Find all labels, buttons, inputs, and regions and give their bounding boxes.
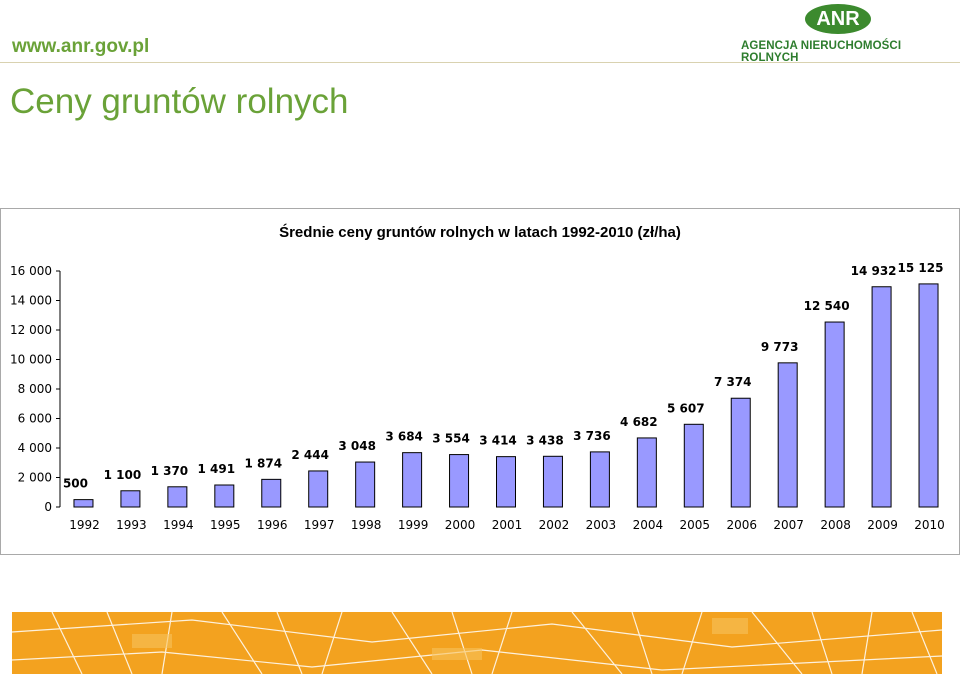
x-tick-label: 1992 [69, 518, 100, 532]
y-tick-label: 0 [44, 500, 52, 514]
x-tick-label: 2007 [773, 518, 804, 532]
x-tick-label: 2008 [820, 518, 851, 532]
bar [683, 423, 704, 508]
bar [261, 478, 282, 508]
x-tick-label: 2003 [586, 518, 617, 532]
chart-title: Średnie ceny gruntów rolnych w latach 19… [279, 224, 681, 241]
y-tick-label: 2 000 [18, 471, 52, 485]
data-label: 7 374 [714, 375, 752, 389]
bar [730, 397, 751, 508]
y-tick-label: 10 000 [10, 353, 52, 367]
data-label: 3 438 [526, 433, 564, 447]
x-tick-label: 2009 [867, 518, 898, 532]
x-tick-label: 2000 [445, 518, 476, 532]
x-tick-label: 2010 [914, 518, 945, 532]
bar [542, 455, 563, 508]
chart-panel [0, 208, 960, 555]
data-label: 1 370 [151, 464, 189, 478]
x-tick-label: 1997 [304, 518, 335, 532]
site-url[interactable]: www.anr.gov.pl [12, 36, 150, 57]
y-tick-label: 16 000 [10, 264, 52, 278]
data-label: 1 491 [198, 462, 236, 476]
x-tick-label: 2001 [492, 518, 523, 532]
data-label: 9 773 [761, 340, 799, 354]
data-label: 500 [63, 477, 88, 491]
y-tick-label: 12 000 [10, 323, 52, 337]
bar [824, 321, 845, 508]
bar [871, 286, 892, 508]
x-tick-label: 2006 [726, 518, 757, 532]
data-label: 3 736 [573, 429, 611, 443]
bar [73, 499, 94, 508]
bar [449, 454, 470, 508]
data-label: 12 540 [804, 299, 850, 313]
data-label: 1 100 [104, 468, 142, 482]
field-map-decoration [12, 612, 942, 674]
data-label: 5 607 [667, 401, 705, 415]
bar [402, 452, 423, 508]
bar [496, 456, 516, 508]
x-tick-label: 1998 [351, 518, 382, 532]
data-label: 14 932 [851, 264, 897, 278]
bar [355, 461, 376, 508]
bar [308, 470, 329, 508]
data-label: 4 682 [620, 415, 658, 429]
header-divider [0, 62, 960, 63]
x-tick-label: 1999 [398, 518, 429, 532]
y-tick-label: 4 000 [18, 441, 52, 455]
data-label: 3 554 [432, 432, 470, 446]
data-label: 3 684 [385, 430, 423, 444]
y-tick-label: 14 000 [10, 294, 52, 308]
x-tick-label: 2005 [680, 518, 711, 532]
page-title: Ceny gruntów rolnych [10, 82, 349, 121]
bar [777, 362, 798, 508]
y-tick-label: 8 000 [18, 382, 52, 396]
agency-name: AGENCJA NIERUCHOMOŚCI ROLNYCH [741, 40, 902, 64]
data-label: 3 414 [479, 434, 517, 448]
bar [214, 484, 235, 508]
data-label: 1 874 [244, 456, 282, 470]
x-tick-label: 1993 [116, 518, 147, 532]
y-tick-label: 6 000 [18, 412, 52, 426]
field-map-image [12, 612, 942, 674]
bar [120, 490, 141, 508]
bar [589, 451, 610, 508]
x-tick-label: 1995 [210, 518, 241, 532]
bar [636, 437, 657, 508]
bar [167, 486, 188, 508]
x-tick-label: 2004 [633, 518, 664, 532]
x-tick-label: 1996 [257, 518, 288, 532]
bar [918, 283, 939, 508]
data-label: 15 125 [898, 261, 944, 275]
x-tick-label: 2002 [539, 518, 570, 532]
anr-logo: ANR [805, 4, 871, 34]
x-tick-label: 1994 [163, 518, 194, 532]
data-label: 2 444 [291, 448, 329, 462]
data-label: 3 048 [338, 439, 376, 453]
